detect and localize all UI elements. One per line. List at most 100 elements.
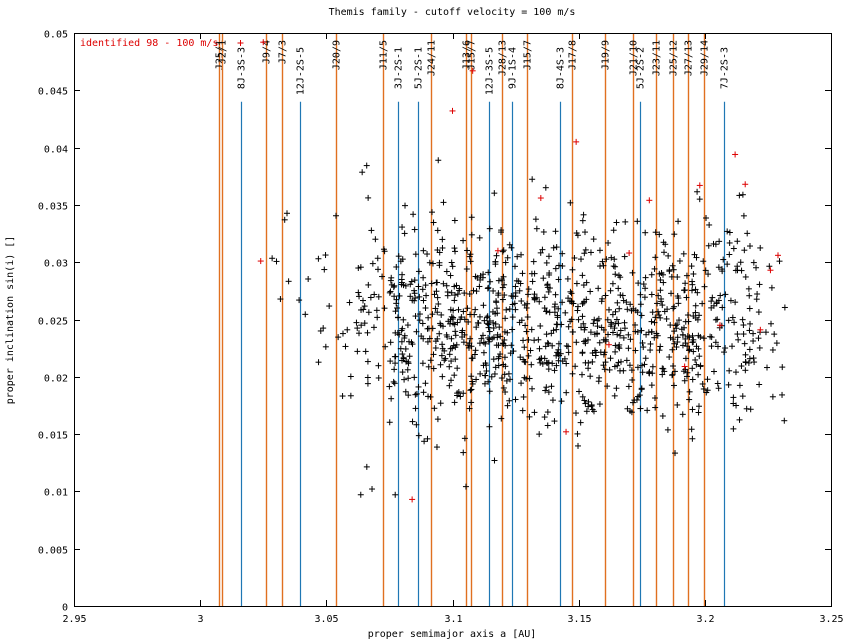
data-point: [529, 176, 536, 183]
data-point: [613, 316, 620, 323]
data-point: [370, 324, 377, 331]
data-point: [530, 258, 537, 265]
data-point: [347, 392, 354, 399]
data-point: [722, 345, 729, 352]
data-point: [659, 413, 666, 420]
data-point: [649, 363, 656, 370]
data-point: [684, 312, 691, 319]
data-point: [346, 299, 353, 306]
data-point: [481, 317, 488, 324]
data-point: [542, 343, 549, 350]
data-point: [518, 380, 525, 387]
data-point: [387, 358, 394, 365]
data-point: [694, 316, 701, 323]
data-point: [664, 306, 671, 313]
data-point: [447, 345, 454, 352]
data-point: [657, 314, 664, 321]
data-point: [495, 362, 502, 369]
data-point: [623, 357, 630, 364]
data-point: [426, 259, 433, 266]
data-point: [603, 256, 610, 263]
data-point: [640, 344, 647, 351]
data-point: [670, 382, 677, 389]
data-point: [457, 393, 464, 400]
data-point: [715, 385, 722, 392]
data-point: [322, 343, 329, 350]
data-point: [443, 268, 450, 275]
data-point: [755, 335, 762, 342]
data-point: [464, 247, 471, 254]
data-point: [738, 363, 745, 370]
data-point: [519, 270, 526, 277]
data-point: [610, 263, 617, 270]
data-point: [526, 413, 533, 420]
data-point: [690, 336, 697, 343]
data-point: [518, 298, 525, 305]
data-point: [638, 327, 645, 334]
data-point: [411, 277, 418, 284]
identified-point: [732, 151, 739, 158]
data-point: [578, 324, 585, 331]
data-point: [500, 247, 507, 254]
data-point: [684, 343, 691, 350]
data-point: [488, 373, 495, 380]
data-point: [742, 359, 749, 366]
data-point: [460, 237, 467, 244]
data-point: [481, 380, 488, 387]
data-point: [516, 287, 523, 294]
identified-point: [757, 326, 764, 333]
data-point: [629, 269, 636, 276]
data-point: [315, 359, 322, 366]
data-point: [354, 325, 361, 332]
data-point: [652, 314, 659, 321]
data-point: [702, 267, 709, 274]
resonance-label: J23/11: [652, 40, 663, 76]
data-point: [369, 486, 376, 493]
data-point: [512, 306, 519, 313]
data-point: [587, 249, 594, 256]
data-point: [620, 334, 627, 341]
identified-point: [716, 322, 723, 329]
data-point: [489, 308, 496, 315]
data-point: [402, 202, 409, 209]
data-point: [575, 316, 582, 323]
data-point: [452, 328, 459, 335]
data-point: [781, 304, 788, 311]
data-point: [501, 281, 508, 288]
data-point: [437, 400, 444, 407]
data-point: [645, 329, 652, 336]
data-point: [608, 254, 615, 261]
data-point: [451, 372, 458, 379]
data-point: [483, 314, 490, 321]
data-point: [664, 426, 671, 433]
data-point: [543, 359, 550, 366]
data-point: [679, 411, 686, 418]
data-point: [512, 396, 519, 403]
data-point: [398, 276, 405, 283]
data-point: [559, 299, 566, 306]
data-point: [531, 291, 538, 298]
data-point: [362, 348, 369, 355]
data-point: [398, 338, 405, 345]
chart-title: Themis family - cutoff velocity = 100 m/…: [329, 7, 576, 18]
data-point: [509, 326, 516, 333]
data-point: [495, 277, 502, 284]
data-point: [694, 289, 701, 296]
data-point: [703, 389, 710, 396]
data-point: [714, 343, 721, 350]
data-point: [605, 331, 612, 338]
data-point: [452, 332, 459, 339]
data-point: [600, 362, 607, 369]
data-point: [588, 403, 595, 410]
data-point: [740, 212, 747, 219]
data-point: [363, 463, 370, 470]
x-tick-label: 3.1: [444, 614, 462, 625]
data-point: [499, 284, 506, 291]
data-point: [696, 196, 703, 203]
data-point: [736, 192, 743, 199]
data-point: [495, 290, 502, 297]
data-point: [415, 268, 422, 275]
data-point: [553, 244, 560, 251]
data-point: [439, 373, 446, 380]
data-point: [386, 289, 393, 296]
